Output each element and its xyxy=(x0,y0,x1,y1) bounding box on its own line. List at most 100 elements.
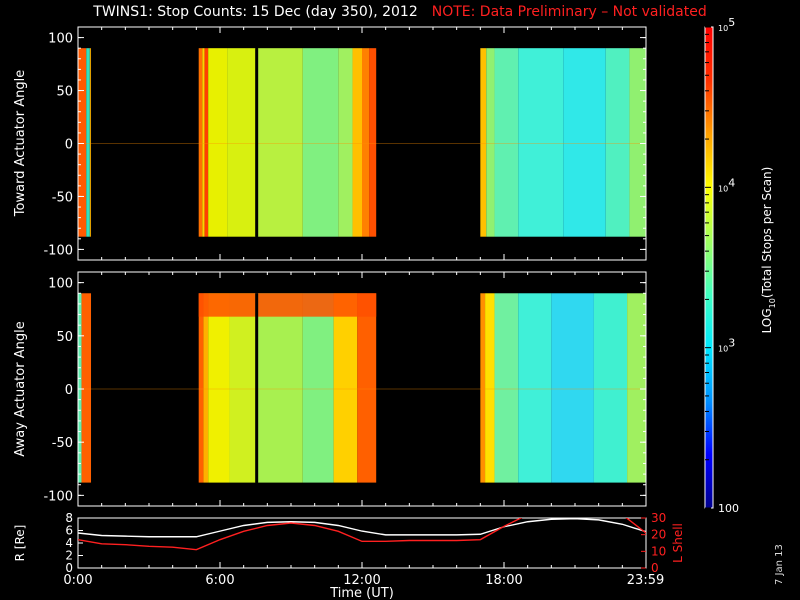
orbit-left-ytick-label: 2 xyxy=(65,549,73,563)
toward-band xyxy=(369,48,377,237)
orbit-left-ylabel: R [Re] xyxy=(13,525,27,562)
toward-band xyxy=(338,48,353,237)
toward-ylabel: Toward Actuator Angle xyxy=(13,70,28,217)
away-band xyxy=(593,293,628,483)
away-band xyxy=(302,293,334,483)
away-band xyxy=(357,293,377,483)
away-ytick-label: 50 xyxy=(56,330,73,345)
orbit-right-ytick-label: 30 xyxy=(651,511,666,525)
time-xtick-label: 12:00 xyxy=(343,573,380,588)
colorbar-label-main: LOG xyxy=(760,308,774,333)
orbit-lines xyxy=(78,518,646,551)
away-band xyxy=(494,293,519,483)
colorbar-tick-label: 105 xyxy=(718,16,735,33)
colorbar-tick-label: 104 xyxy=(718,176,735,193)
toward-band xyxy=(257,48,303,237)
away-heatmap xyxy=(78,293,646,483)
away-yticks: 100 50 0 -50 -100 xyxy=(43,272,647,506)
away-panel: 100 50 0 -50 -100 Away Actuator Angle xyxy=(13,271,647,507)
toward-band xyxy=(486,48,495,237)
away-band xyxy=(229,293,256,483)
orbit-right-yticks: 0 10 20 30 xyxy=(641,511,666,575)
colorbar-ticks: 100 103 104 105 xyxy=(705,16,739,515)
orbit-left-ytick-label: 8 xyxy=(65,511,73,525)
toward-ytick-label: 0 xyxy=(65,138,73,153)
away-gap-line xyxy=(255,293,259,483)
away-band xyxy=(551,293,594,483)
date-stamp: 7 Jan 13 xyxy=(774,544,785,585)
colorbar-tick-label: 103 xyxy=(718,337,735,354)
colorbar-fill xyxy=(705,27,713,508)
toward-ytick-label: 50 xyxy=(56,85,73,100)
time-xtick-label: 18:00 xyxy=(485,573,522,588)
toward-band xyxy=(302,48,339,237)
away-band xyxy=(208,293,230,483)
away-band xyxy=(257,293,303,483)
orbit-xticks: 0:00 6:00 12:00 18:00 23:59 xyxy=(63,562,664,588)
away-band xyxy=(627,293,646,483)
colorbar-label-sub: 10 xyxy=(768,298,777,308)
colorbar-label: LOG10(Total Stops per Scan) xyxy=(760,167,777,334)
away-band xyxy=(333,293,358,483)
orbit-left-ytick-label: 0 xyxy=(65,561,73,575)
preliminary-note: NOTE: Data Preliminary – Not validated xyxy=(431,4,707,20)
toward-band xyxy=(227,48,256,237)
away-band xyxy=(198,293,204,483)
orbit-right-ylabel: L Shell xyxy=(671,523,685,563)
toward-band xyxy=(208,48,228,237)
away-band xyxy=(485,293,495,483)
toward-yticks: 100 50 0 -50 -100 xyxy=(43,27,647,260)
away-band xyxy=(203,293,209,483)
toward-band xyxy=(352,48,362,237)
orbit-right-ytick-label: 0 xyxy=(651,561,659,575)
orbit-right-ytick-label: 10 xyxy=(651,544,666,558)
title-row: TWINS1: Stop Counts: 15 Dec (day 350), 2… xyxy=(0,4,800,20)
toward-band xyxy=(629,48,646,237)
toward-band xyxy=(563,48,606,237)
toward-band xyxy=(494,48,519,237)
time-xtick-label: 6:00 xyxy=(205,573,234,588)
toward-band xyxy=(480,48,487,237)
toward-ytick-label: -100 xyxy=(43,243,73,258)
away-ytick-label: 0 xyxy=(65,383,73,398)
away-ytick-label: -50 xyxy=(52,436,73,451)
away-band xyxy=(81,293,92,483)
r-line xyxy=(78,518,646,538)
toward-band xyxy=(89,48,92,237)
away-ylabel: Away Actuator Angle xyxy=(13,321,28,456)
toward-band xyxy=(78,48,87,237)
orbit-left-ytick-label: 6 xyxy=(65,524,73,538)
away-band xyxy=(518,293,552,483)
away-ytick-label: 100 xyxy=(48,277,73,292)
away-top-band xyxy=(198,293,377,317)
lshell-line xyxy=(78,518,646,551)
time-xlabel: Time (UT) xyxy=(329,586,394,600)
toward-band xyxy=(198,48,203,237)
orbit-right-ytick-label: 20 xyxy=(651,528,666,542)
toward-gap-line xyxy=(255,48,259,237)
time-xtick-label: 0:00 xyxy=(63,573,92,588)
toward-heatmap xyxy=(78,48,646,237)
toward-ytick-label: -50 xyxy=(52,190,73,205)
colorbar-label-rest: (Total Stops per Scan) xyxy=(760,167,774,298)
toward-band xyxy=(605,48,630,237)
orbit-left-ytick-label: 4 xyxy=(65,536,73,550)
toward-ytick-label: 100 xyxy=(48,32,73,47)
toward-panel: 100 50 0 -50 -100 Toward Actuator Angle xyxy=(13,26,647,261)
away-ytick-label: -100 xyxy=(43,489,73,504)
colorbar: 100 103 104 105 LOG10(Total Stops per Scan) xyxy=(704,16,777,515)
time-xtick-label: 23:59 xyxy=(627,573,664,588)
away-band xyxy=(78,293,82,483)
toward-band xyxy=(518,48,564,237)
toward-band xyxy=(86,48,90,237)
colorbar-tick-label: 100 xyxy=(718,502,739,515)
chart-title: TWINS1: Stop Counts: 15 Dec (day 350), 2… xyxy=(93,4,418,20)
away-band xyxy=(480,293,486,483)
toward-band xyxy=(362,48,370,237)
toward-band xyxy=(204,48,209,237)
toward-band xyxy=(202,48,205,237)
